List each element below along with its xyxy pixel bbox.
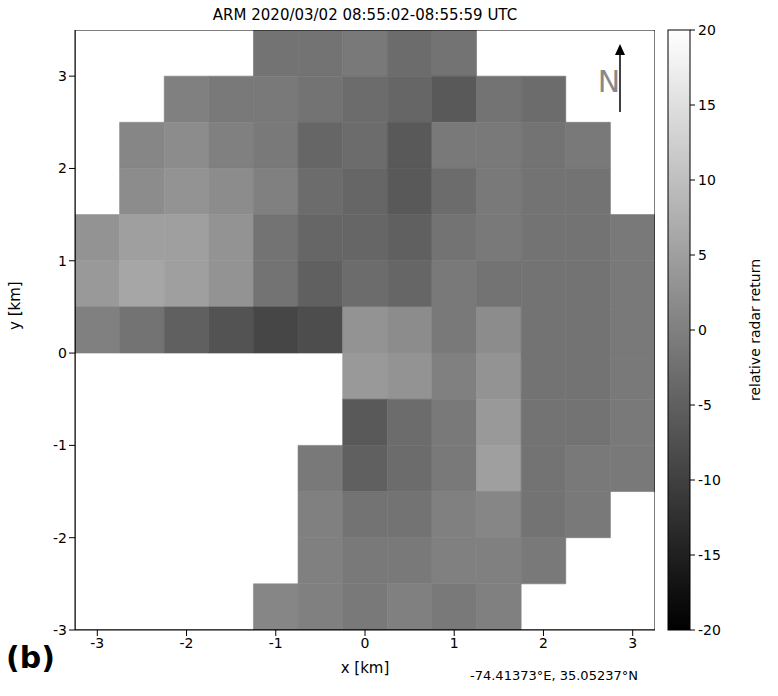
svg-text:-5: -5 xyxy=(698,397,712,413)
svg-text:1: 1 xyxy=(58,253,67,269)
svg-text:15: 15 xyxy=(698,97,716,113)
svg-text:-2: -2 xyxy=(53,530,67,546)
svg-text:-1: -1 xyxy=(53,437,67,453)
html-text:(b): (b) xyxy=(6,640,55,675)
html-text:ARM 2020/03/02 08:55:02-08:55:: ARM 2020/03/02 08:55:02-08:55:59 UTC xyxy=(212,6,518,24)
svg-text:2: 2 xyxy=(58,160,67,176)
svg-text:3: 3 xyxy=(628,635,637,651)
svg-text:-20: -20 xyxy=(698,622,721,638)
svg-text:-2: -2 xyxy=(180,635,194,651)
svg-text:0: 0 xyxy=(361,635,370,651)
svg-text:0: 0 xyxy=(58,345,67,361)
svg-text:-3: -3 xyxy=(53,622,67,638)
svg-text:1: 1 xyxy=(450,635,459,651)
html-text:-74.41373°E, 35.05237°N: -74.41373°E, 35.05237°N xyxy=(470,668,638,683)
svg-text:-3: -3 xyxy=(90,635,104,651)
svg-text:y [km]: y [km] xyxy=(6,281,24,330)
svg-text:-15: -15 xyxy=(698,547,721,563)
svg-text:20: 20 xyxy=(698,22,716,38)
svg-text:5: 5 xyxy=(698,247,707,263)
svg-text:-1: -1 xyxy=(269,635,283,651)
svg-text:0: 0 xyxy=(698,322,707,338)
svg-text:10: 10 xyxy=(698,172,716,188)
svg-text:N: N xyxy=(598,64,620,99)
svg-text:-10: -10 xyxy=(698,472,721,488)
svg-text:3: 3 xyxy=(58,68,67,84)
svg-text:2: 2 xyxy=(539,635,548,651)
svg-text:x [km]: x [km] xyxy=(341,659,390,677)
svg-text:relative radar return: relative radar return xyxy=(747,259,763,401)
